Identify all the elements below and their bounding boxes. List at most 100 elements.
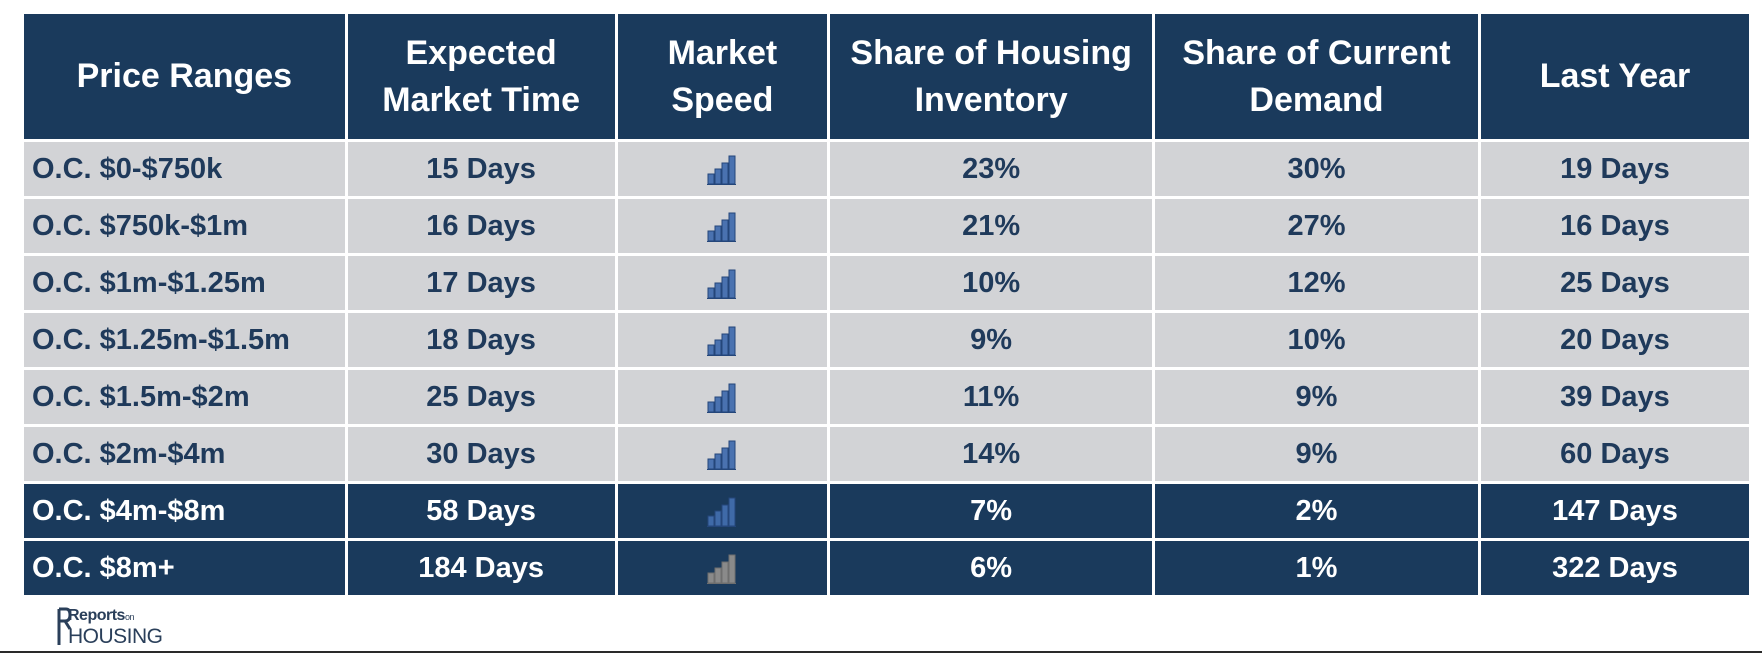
cell-share-demand: 12% [1155, 256, 1478, 310]
speed-bar [728, 155, 736, 185]
cell-expected-market-time: 16 Days [347, 199, 615, 253]
cell-share-inventory: 10% [830, 256, 1153, 310]
speed-bar [728, 440, 736, 470]
header-expected-market-time: Expected Market Time [347, 14, 615, 139]
cell-expected-market-time: 30 Days [347, 427, 615, 481]
cell-last-year: 16 Days [1480, 199, 1749, 253]
speed-bar [714, 453, 722, 470]
market-time-table: Price Ranges Expected Market Time Market Spe… [21, 11, 1752, 598]
cell-market-speed [617, 484, 828, 538]
speed-bar [728, 497, 736, 527]
cell-price-range: O.C. $1m-$1.25m [24, 256, 345, 310]
speed-bar [721, 561, 729, 584]
market-speed-bars-icon [707, 497, 737, 527]
table-row: O.C. $0-$750k 15 Days 23% 30% 19 Days [24, 142, 1749, 196]
speed-bar [714, 396, 722, 413]
cell-last-year: 322 Days [1480, 541, 1749, 595]
cell-expected-market-time: 58 Days [347, 484, 615, 538]
header-text-line: Speed [671, 80, 774, 119]
cell-market-speed [617, 541, 828, 595]
speed-bar [721, 390, 729, 413]
header-text-line: Market Time [382, 80, 581, 119]
speed-bar [707, 401, 715, 413]
table-row: O.C. $8m+ 184 Days 6% 1% 322 Days [24, 541, 1749, 595]
cell-price-range: O.C. $4m-$8m [24, 484, 345, 538]
table-row: O.C. $1.5m-$2m 25 Days 11% 9% 39 Days [24, 370, 1749, 424]
speed-bar [721, 162, 729, 185]
speed-bar [707, 572, 715, 584]
reports-on-housing-logo: Reportson HOUSING [56, 605, 186, 649]
market-speed-bars-icon [707, 554, 737, 584]
cell-expected-market-time: 25 Days [347, 370, 615, 424]
market-speed-bars-icon [707, 383, 737, 413]
cell-last-year: 20 Days [1480, 313, 1749, 367]
speed-bar [707, 515, 715, 527]
cell-share-inventory: 9% [830, 313, 1153, 367]
speed-bar [714, 339, 722, 356]
speed-bar [714, 510, 722, 527]
cell-last-year: 147 Days [1480, 484, 1749, 538]
cell-price-range: O.C. $8m+ [24, 541, 345, 595]
speed-bar [721, 333, 729, 356]
header-row: Price Ranges Expected Market Time Market Spe… [24, 14, 1749, 139]
header-text-line: Demand [1249, 80, 1384, 119]
logo-line-1: Reportson [68, 607, 134, 624]
cell-price-range: O.C. $750k-$1m [24, 199, 345, 253]
speed-bar [707, 458, 715, 470]
speed-bar [721, 219, 729, 242]
market-speed-bars-icon [707, 155, 737, 185]
cell-share-inventory: 11% [830, 370, 1153, 424]
cell-market-speed [617, 199, 828, 253]
speed-bar [728, 383, 736, 413]
cell-share-inventory: 23% [830, 142, 1153, 196]
cell-share-demand: 1% [1155, 541, 1478, 595]
table-body: O.C. $0-$750k 15 Days 23% 30% 19 Days O.C. $7… [24, 142, 1749, 595]
cell-market-speed [617, 313, 828, 367]
cell-share-inventory: 14% [830, 427, 1153, 481]
speed-bar [728, 212, 736, 242]
speed-bar [707, 287, 715, 299]
market-time-table-container: Price Ranges Expected Market Time Market Spe… [24, 14, 1749, 595]
speed-bar [714, 282, 722, 299]
bottom-rule [0, 651, 1762, 653]
header-text-line: Market [667, 33, 778, 72]
cell-share-demand: 27% [1155, 199, 1478, 253]
speed-bar [707, 173, 715, 185]
speed-bar [728, 326, 736, 356]
table-row: O.C. $750k-$1m 16 Days 21% 27% 16 Days [24, 199, 1749, 253]
header-last-year: Last Year [1480, 14, 1749, 139]
cell-share-demand: 9% [1155, 370, 1478, 424]
speed-bar [728, 554, 736, 584]
market-speed-bars-icon [707, 212, 737, 242]
header-text-line: Inventory [914, 80, 1068, 119]
cell-price-range: O.C. $1.5m-$2m [24, 370, 345, 424]
table-row: O.C. $2m-$4m 30 Days 14% 9% 60 Days [24, 427, 1749, 481]
table-row: O.C. $1m-$1.25m 17 Days 10% 12% 25 Days [24, 256, 1749, 310]
cell-last-year: 25 Days [1480, 256, 1749, 310]
cell-expected-market-time: 184 Days [347, 541, 615, 595]
cell-share-demand: 10% [1155, 313, 1478, 367]
cell-market-speed [617, 256, 828, 310]
table-row: O.C. $4m-$8m 58 Days 7% 2% 147 Days [24, 484, 1749, 538]
speed-bar [714, 567, 722, 584]
cell-expected-market-time: 15 Days [347, 142, 615, 196]
speed-bar [721, 504, 729, 527]
logo-line-2: HOUSING [68, 625, 163, 648]
cell-share-demand: 9% [1155, 427, 1478, 481]
speed-bar [707, 230, 715, 242]
header-share-demand: Share of Current Demand [1155, 14, 1478, 139]
logo-house-mark-icon [57, 607, 72, 645]
speed-bar [714, 168, 722, 185]
header-share-inventory: Share of Housing Inventory [830, 14, 1153, 139]
speed-bar [728, 269, 736, 299]
cell-expected-market-time: 18 Days [347, 313, 615, 367]
header-text-line: Price Ranges [76, 57, 293, 95]
speed-bar [721, 447, 729, 470]
cell-market-speed [617, 142, 828, 196]
header-text-line: Share of Current [1182, 33, 1451, 72]
speed-bar [707, 344, 715, 356]
cell-share-demand: 2% [1155, 484, 1478, 538]
cell-price-range: O.C. $2m-$4m [24, 427, 345, 481]
market-speed-bars-icon [707, 326, 737, 356]
cell-price-range: O.C. $0-$750k [24, 142, 345, 196]
